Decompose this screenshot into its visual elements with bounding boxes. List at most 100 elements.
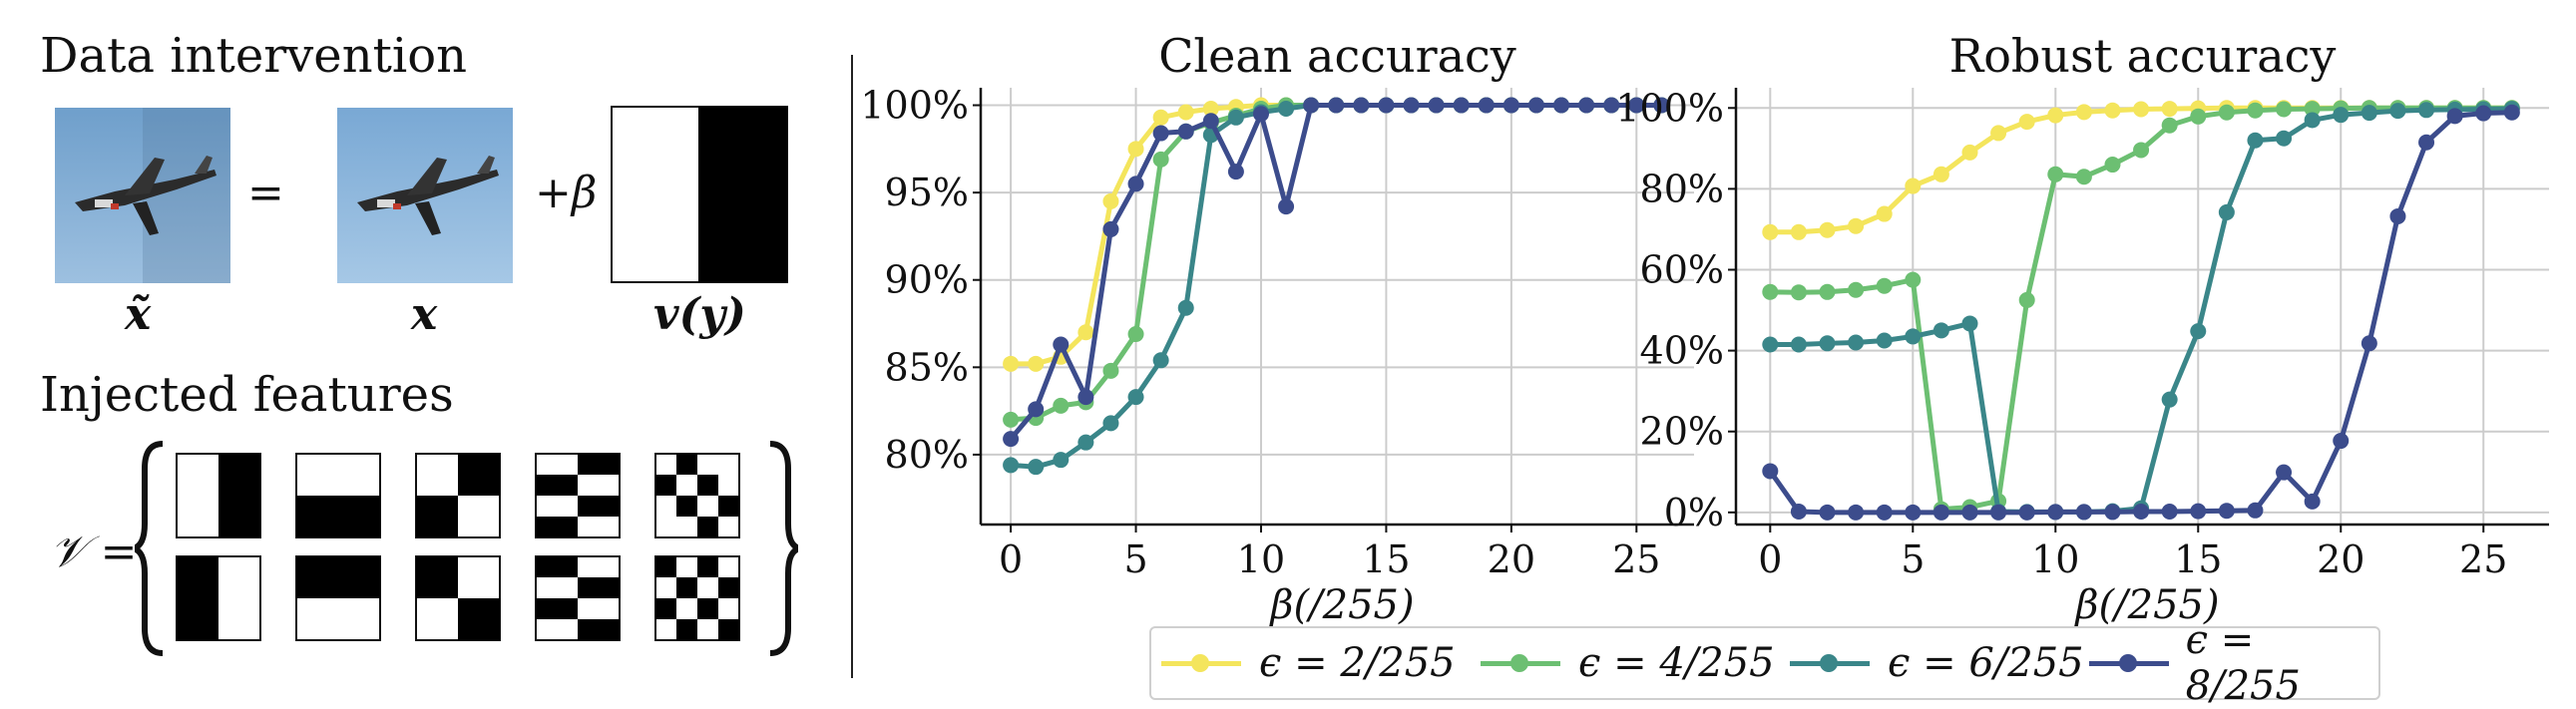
label-v-y: v(y) bbox=[653, 289, 746, 340]
data-point bbox=[1127, 141, 1144, 158]
data-point bbox=[2190, 108, 2207, 125]
legend-label: ϵ = 2/255 bbox=[1259, 640, 1456, 686]
data-point bbox=[2047, 107, 2064, 124]
y-tick-label: 0% bbox=[1664, 491, 1724, 534]
data-point bbox=[2104, 504, 2121, 521]
data-point bbox=[1932, 166, 1949, 182]
data-point bbox=[1905, 328, 1922, 345]
data-point bbox=[1961, 504, 1978, 521]
data-point bbox=[1990, 125, 2007, 142]
data-point bbox=[2133, 142, 2150, 159]
data-point bbox=[1127, 389, 1144, 406]
data-point bbox=[1819, 335, 1836, 352]
legend-item-eps-4: ϵ = 4/255 bbox=[1481, 628, 1775, 698]
data-point bbox=[1003, 411, 1020, 428]
x-axis-label: β(/255) bbox=[1268, 582, 1414, 628]
data-point bbox=[1790, 336, 1807, 353]
label-x: x bbox=[411, 289, 438, 340]
data-point bbox=[1328, 97, 1345, 114]
data-point bbox=[2389, 103, 2406, 120]
data-point bbox=[1932, 504, 1949, 521]
data-point bbox=[1077, 434, 1094, 451]
data-point bbox=[1403, 97, 1420, 114]
data-point bbox=[1848, 504, 1865, 521]
data-point bbox=[1102, 192, 1119, 209]
data-point bbox=[1905, 271, 1922, 288]
data-point bbox=[2418, 134, 2435, 151]
data-point bbox=[2389, 207, 2406, 224]
y-tick-label: 100% bbox=[860, 84, 969, 128]
data-point bbox=[1127, 326, 1144, 343]
data-point bbox=[2304, 101, 2321, 118]
data-point bbox=[1819, 283, 1836, 300]
data-point bbox=[1227, 109, 1244, 126]
data-point bbox=[1177, 299, 1194, 316]
data-point bbox=[2075, 104, 2092, 121]
data-point bbox=[2190, 503, 2207, 520]
data-point bbox=[1378, 97, 1395, 114]
x-tick-label: 20 bbox=[1488, 537, 1535, 581]
series-line bbox=[1010, 103, 1662, 470]
data-point bbox=[1028, 401, 1045, 418]
data-point bbox=[1003, 457, 1020, 474]
legend-item-eps-6: ϵ = 6/255 bbox=[1790, 628, 2084, 698]
data-point bbox=[1876, 205, 1893, 222]
data-point bbox=[1553, 97, 1570, 114]
x-tick-label: 10 bbox=[2031, 537, 2079, 581]
injected-feature-v-y bbox=[611, 106, 788, 283]
data-point bbox=[2104, 157, 2121, 174]
y-tick-label: 60% bbox=[1640, 248, 1724, 292]
data-point bbox=[1202, 101, 1219, 118]
injected-features-title: Injected features bbox=[40, 367, 454, 423]
data-point bbox=[2361, 335, 2377, 352]
data-point bbox=[1303, 97, 1320, 114]
data-point bbox=[1227, 164, 1244, 180]
data-point bbox=[1102, 362, 1119, 379]
data-point bbox=[2075, 504, 2092, 521]
x-tick-label: 20 bbox=[2317, 537, 2364, 581]
data-point bbox=[1202, 113, 1219, 130]
data-point bbox=[2446, 108, 2463, 125]
y-tick-label: 80% bbox=[885, 433, 969, 477]
chart-title: Robust accuracy bbox=[1949, 29, 2337, 83]
x-tick-label: 0 bbox=[1758, 537, 1782, 581]
data-point bbox=[1503, 97, 1519, 114]
data-point bbox=[1252, 106, 1269, 123]
data-point bbox=[2333, 107, 2350, 124]
data-point bbox=[1790, 223, 1807, 240]
data-point bbox=[1848, 281, 1865, 298]
data-point bbox=[1102, 220, 1119, 237]
data-point bbox=[2333, 433, 2350, 450]
data-point bbox=[2047, 166, 2064, 182]
x-tick-label: 5 bbox=[1123, 537, 1147, 581]
data-point bbox=[2018, 114, 2035, 131]
x-tick-label: 15 bbox=[1362, 537, 1410, 581]
data-intervention-title: Data intervention bbox=[40, 28, 468, 84]
data-point bbox=[1478, 97, 1495, 114]
y-tick-label: 95% bbox=[885, 171, 969, 214]
data-point bbox=[2276, 101, 2293, 118]
data-point bbox=[1762, 283, 1779, 300]
data-point bbox=[1819, 504, 1836, 521]
data-point bbox=[1102, 415, 1119, 432]
data-point bbox=[2247, 102, 2264, 119]
data-point bbox=[1053, 397, 1070, 414]
data-point bbox=[1628, 97, 1645, 114]
x-tick-label: 15 bbox=[2174, 537, 2222, 581]
injected-features-set bbox=[135, 441, 798, 656]
data-point bbox=[1905, 504, 1922, 521]
legend-swatch bbox=[2089, 646, 2169, 680]
data-point bbox=[1876, 277, 1893, 294]
x-tick-label: 25 bbox=[1612, 537, 1660, 581]
data-point bbox=[1177, 104, 1194, 121]
legend-swatch bbox=[1161, 646, 1241, 680]
data-point bbox=[1961, 144, 1978, 161]
data-point bbox=[2247, 502, 2264, 519]
data-point bbox=[2161, 101, 2178, 118]
legend-label: ϵ = 4/255 bbox=[1578, 640, 1775, 686]
y-tick-label: 80% bbox=[1640, 167, 1724, 210]
plus-beta: +β bbox=[535, 168, 598, 218]
data-point bbox=[2075, 169, 2092, 185]
y-tick-label: 40% bbox=[1640, 329, 1724, 373]
